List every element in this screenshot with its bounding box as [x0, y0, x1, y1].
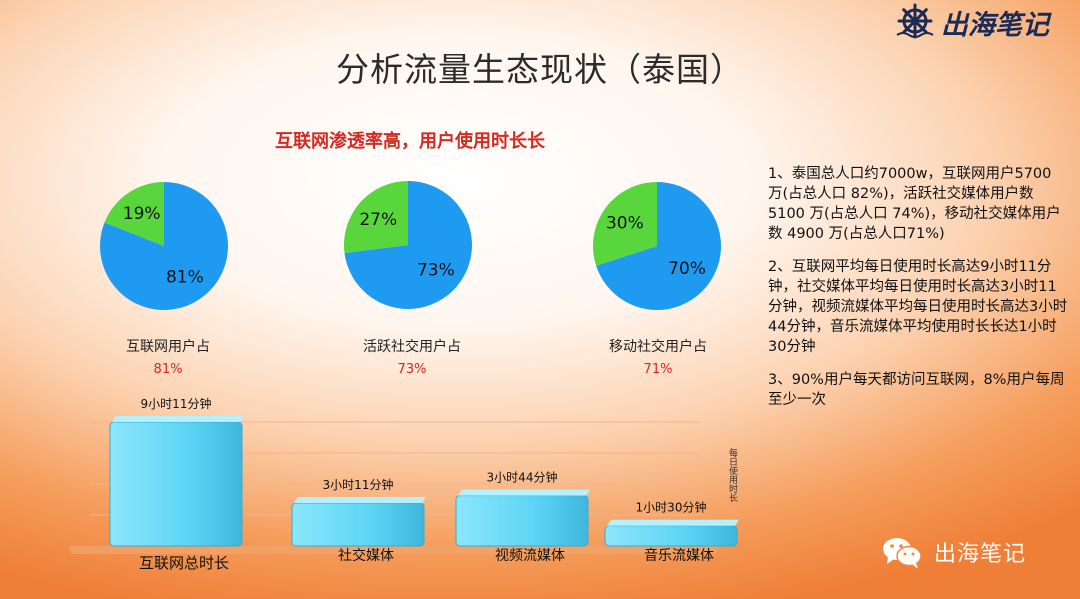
- pie-3-slice-1-label: 70%: [668, 259, 706, 279]
- pie-1-pct: 81%: [153, 362, 183, 377]
- pie-3-label: 移动社交用户占: [609, 339, 707, 355]
- bar-2-data-label: 3小时11分钟: [323, 477, 394, 492]
- brand-logo: 出海笔记: [895, 2, 1077, 42]
- pie-1-slice-2: [104, 182, 164, 246]
- note-1: 1、泰国总人口约7000w，互联网用户5700 万(占总人口 82%)，活跃社交…: [768, 166, 1061, 242]
- bar-4-data-label: 1小时30分钟: [636, 500, 707, 515]
- pie-2-slice-2-label: 27%: [359, 210, 397, 230]
- bar-3: [455, 495, 589, 547]
- bar-1-category-label: 互联网总时长: [139, 554, 229, 572]
- bar-axis-label: 每日使用时长: [727, 448, 737, 502]
- pie-charts: 81% 19% 73% 27% 70% 30%: [100, 181, 721, 310]
- pie-3-slice-2-label: 30%: [606, 214, 644, 234]
- bar-1-data-label: 9小时11分钟: [141, 396, 212, 411]
- wechat-icon: [883, 538, 922, 569]
- bar-floor: [68, 546, 720, 554]
- pie-2-slice-2: [344, 181, 408, 254]
- bar-4-top: [607, 519, 739, 526]
- bar-1: [109, 421, 243, 547]
- pie-3-pct: 71%: [643, 362, 673, 377]
- wechat-badge: 出海笔记: [880, 534, 1026, 570]
- pie-2-slice-1-label: 73%: [417, 261, 455, 281]
- pie-1-slice-1-label: 81%: [166, 268, 204, 288]
- pie-3-slice-1: [596, 182, 721, 310]
- bar-4: [604, 525, 738, 547]
- note-3: 3、90%用户每天都访问互联网，8%用户每周至少一次: [768, 372, 1065, 408]
- pie-1-label: 互联网用户占: [126, 339, 210, 355]
- pie-2-label: 活跃社交用户占: [363, 339, 461, 355]
- wechat-account-name: 出海笔记: [934, 542, 1027, 567]
- bar-3-category-label: 视频流媒体: [495, 548, 565, 564]
- bar-2: [291, 502, 425, 547]
- bar-1-top: [112, 416, 244, 422]
- brand-name: 出海笔记: [941, 9, 1049, 41]
- bar-3-top: [458, 489, 590, 496]
- bar-2-category-label: 社交媒体: [338, 547, 394, 564]
- notes-panel: 1、泰国总人口约7000w，互联网用户5700 万(占总人口 82%)，活跃社交…: [768, 164, 1068, 423]
- chart-subtitle: 互联网渗透率高，用户使用时长长: [275, 131, 545, 152]
- page-title: 分析流量生态现状（泰国）: [336, 50, 744, 89]
- bar-2-top: [294, 497, 426, 504]
- pie-1-slice-2-label: 19%: [123, 204, 161, 224]
- bar-4-category-label: 音乐流媒体: [644, 547, 714, 564]
- pie-2-slice-1: [344, 181, 472, 309]
- ship-wheel-icon: [896, 3, 934, 39]
- pie-1-slice-1: [100, 182, 229, 310]
- bar-3-data-label: 3小时44分钟: [487, 470, 558, 485]
- note-2: 2、互联网平均每日使用时长高达9小时11分钟，社交媒体平均每日使用时长高达3小时…: [768, 259, 1068, 355]
- pie-2-pct: 73%: [397, 362, 427, 377]
- pie-3-slice-2: [593, 182, 657, 266]
